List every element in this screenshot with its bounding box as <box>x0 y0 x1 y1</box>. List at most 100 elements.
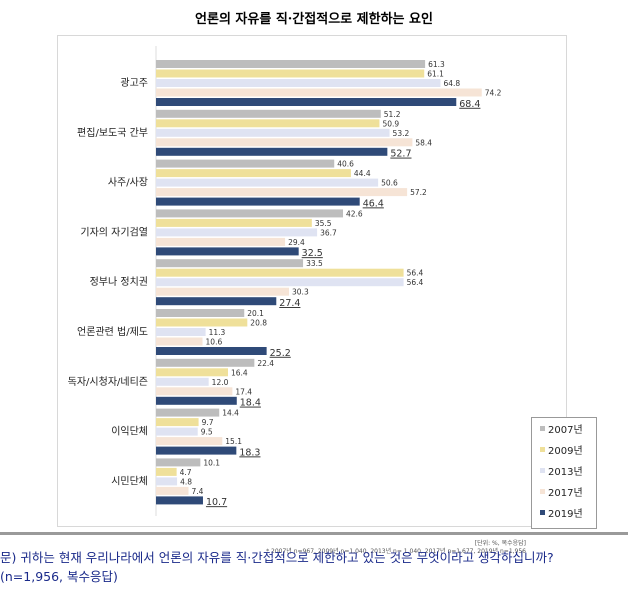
category-label: 정부나 정치권 <box>90 276 148 288</box>
bar <box>156 259 304 268</box>
bar-chart: 광고주 61.361.164.8 74.2 68.4 편집/보도국 간부 51.250.9… <box>68 46 502 516</box>
bar <box>156 427 198 436</box>
data-label: 61.1 <box>427 70 444 79</box>
chart-title: 언론의 자유를 직·간접적으로 제한하는 요인 <box>195 12 433 27</box>
data-label: 29.4 <box>288 238 305 247</box>
data-label: 9.7 <box>202 418 214 427</box>
bar <box>156 159 335 168</box>
data-label: 4.7 <box>180 468 192 477</box>
data-label: 50.6 <box>381 179 398 188</box>
legend-label: 2009년 <box>548 446 583 457</box>
data-label: 10.1 <box>203 458 220 467</box>
data-label: 20.8 <box>250 319 267 328</box>
bar <box>156 69 425 78</box>
legend-swatch <box>540 510 545 515</box>
legend-item: 2019년 <box>532 502 596 523</box>
legend-swatch <box>540 468 545 473</box>
legend-item: 2017년 <box>532 481 596 502</box>
data-label: 35.5 <box>315 219 332 228</box>
survey-question: 문) 귀하는 현재 우리나라에서 언론의 자유를 직·간접적으로 제한하고 있는… <box>0 550 554 584</box>
legend-label: 2013년 <box>548 467 583 478</box>
data-label: 58.4 <box>415 138 432 147</box>
bar <box>156 109 381 118</box>
bar <box>156 337 203 346</box>
data-label: 52.7 <box>390 149 411 160</box>
data-label: 27.4 <box>279 298 300 309</box>
bar <box>156 358 255 367</box>
data-label: 4.8 <box>180 477 192 486</box>
unit-note: [단위: %, 복수응답] <box>474 540 526 547</box>
bar <box>156 237 286 246</box>
data-label: 40.6 <box>337 160 354 169</box>
bar <box>156 347 267 355</box>
data-label: 61.3 <box>428 60 445 69</box>
legend-item: 2013년 <box>532 460 596 481</box>
data-label: 22.4 <box>257 359 274 368</box>
category-label: 기자의 자기검열 <box>80 226 148 238</box>
chart-frame: 광고주 61.3 61.1 64.8 74.2 68.4 편집/보도국 간부 51.2 50.9… <box>57 35 597 555</box>
legend-swatch <box>540 447 545 452</box>
data-label: 33.5 <box>306 259 323 268</box>
bar <box>156 486 189 495</box>
data-label: 56.4 <box>407 269 424 278</box>
data-label: 12.0 <box>212 378 229 387</box>
data-label: 51.2 <box>384 110 401 119</box>
legend-label: 2019년 <box>548 509 583 520</box>
bar <box>156 408 220 417</box>
category-label: 언론관련 법/제도 <box>77 326 148 338</box>
data-label: 32.5 <box>302 248 323 259</box>
data-label: 20.1 <box>247 309 264 318</box>
chart-notes: [단위: %, 복수응답] * 2007년 n=967, 2009년 n=1,0… <box>266 540 526 556</box>
bar <box>156 178 379 187</box>
legend-label: 2007년 <box>548 425 583 436</box>
bar <box>156 147 388 156</box>
category-label: 독자/시청자/네티즌 <box>68 376 148 388</box>
legend-item: 2009년 <box>532 439 596 460</box>
data-label: 9.5 <box>201 428 213 437</box>
bar <box>156 98 457 106</box>
bar <box>156 377 209 386</box>
separator <box>0 532 628 535</box>
data-label: 56.4 <box>407 278 424 287</box>
legend-swatch <box>540 426 545 431</box>
data-label: 7.4 <box>191 487 203 496</box>
bar <box>156 297 277 306</box>
bar <box>156 318 248 327</box>
category-label: 시민단체 <box>111 475 148 487</box>
bar <box>156 138 413 147</box>
legend: 2007년 2009년 2013년 2017년 2019년 <box>531 417 597 529</box>
legend-label: 2017년 <box>548 488 583 499</box>
bar <box>156 247 299 256</box>
bar <box>156 387 233 396</box>
bar <box>156 278 404 287</box>
data-label: 10.6 <box>206 338 223 347</box>
bar <box>156 169 351 178</box>
bar <box>156 467 177 476</box>
data-label: 46.4 <box>363 198 384 209</box>
data-label: 44.4 <box>354 169 371 178</box>
bar <box>156 197 360 206</box>
bar <box>156 287 290 296</box>
bar <box>156 209 344 218</box>
bar <box>156 496 203 505</box>
bar <box>156 88 482 97</box>
category-label: 이익단체 <box>111 426 148 438</box>
data-label: 50.9 <box>382 119 399 128</box>
data-label: 14.4 <box>222 409 239 418</box>
bar <box>156 218 312 227</box>
data-label: 74.2 <box>485 89 502 98</box>
bar <box>156 79 441 87</box>
bar <box>156 128 390 137</box>
bar <box>156 328 206 336</box>
bar <box>156 418 199 427</box>
sample-note: * 2007년 n=967, 2009년 n=1,040, 2013년 n= 1… <box>266 548 526 555</box>
data-label: 17.4 <box>235 387 252 396</box>
data-label: 16.4 <box>231 368 248 377</box>
bar <box>156 458 201 467</box>
data-label: 30.3 <box>292 288 309 297</box>
bar <box>156 437 223 446</box>
data-label: 36.7 <box>320 228 337 237</box>
bar <box>156 396 237 405</box>
data-label: 53.2 <box>393 129 410 138</box>
bar <box>156 268 404 277</box>
